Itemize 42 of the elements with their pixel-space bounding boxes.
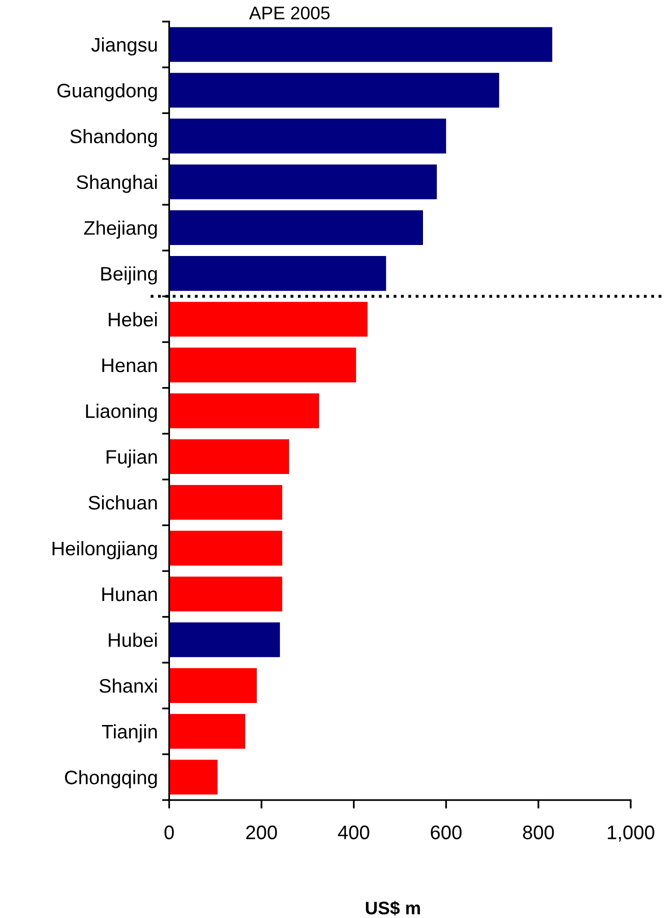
x-tick-label: 1,000 (608, 826, 654, 842)
x-tick-label: 0 (164, 826, 174, 840)
y-tick-label: Shanghai (76, 174, 157, 193)
y-tick-label: Beijing (101, 266, 157, 285)
y-tick-label: Heilongjiang (52, 541, 157, 560)
y-tick-label: Chongqing (64, 770, 157, 788)
chart-title: APE 2005 (249, 6, 330, 20)
y-tick-label: Hebei (108, 312, 157, 326)
bar (169, 393, 320, 428)
y-tick-label: Liaoning (86, 404, 157, 422)
x-tick-label: 400 (338, 826, 370, 840)
y-tick-label: Fujian (106, 450, 157, 468)
y-tick-label: Guangdong (57, 83, 157, 102)
bar (169, 439, 290, 474)
y-tick-label: Shandong (70, 129, 157, 148)
bar (169, 72, 500, 108)
y-tick-label: Henan (102, 358, 157, 372)
bar (169, 210, 424, 246)
bar (169, 668, 257, 703)
bar (169, 622, 280, 658)
bar (169, 576, 282, 612)
x-axis-title: US$ m (366, 900, 420, 916)
bar (169, 348, 356, 382)
bar (169, 530, 282, 566)
bar (169, 714, 246, 749)
y-tick-label: Hunan (102, 588, 157, 602)
y-tick-label: Hubei (108, 632, 157, 647)
bar (169, 27, 552, 62)
y-tick-label: Shanxi (99, 678, 157, 693)
bar (169, 118, 446, 154)
x-tick-label: 800 (523, 826, 554, 840)
y-tick-label: Tianjin (102, 724, 157, 742)
y-tick-label: Jiangsu (91, 37, 157, 56)
x-tick-label: 200 (246, 826, 277, 840)
y-tick-label: Sichuan (88, 495, 157, 510)
y-tick-label: Zhejiang (84, 220, 157, 239)
bar (169, 760, 218, 795)
bar (169, 164, 437, 200)
bar (169, 256, 386, 291)
bar (169, 302, 368, 337)
bar (169, 484, 282, 520)
x-tick-label: 600 (430, 826, 462, 840)
